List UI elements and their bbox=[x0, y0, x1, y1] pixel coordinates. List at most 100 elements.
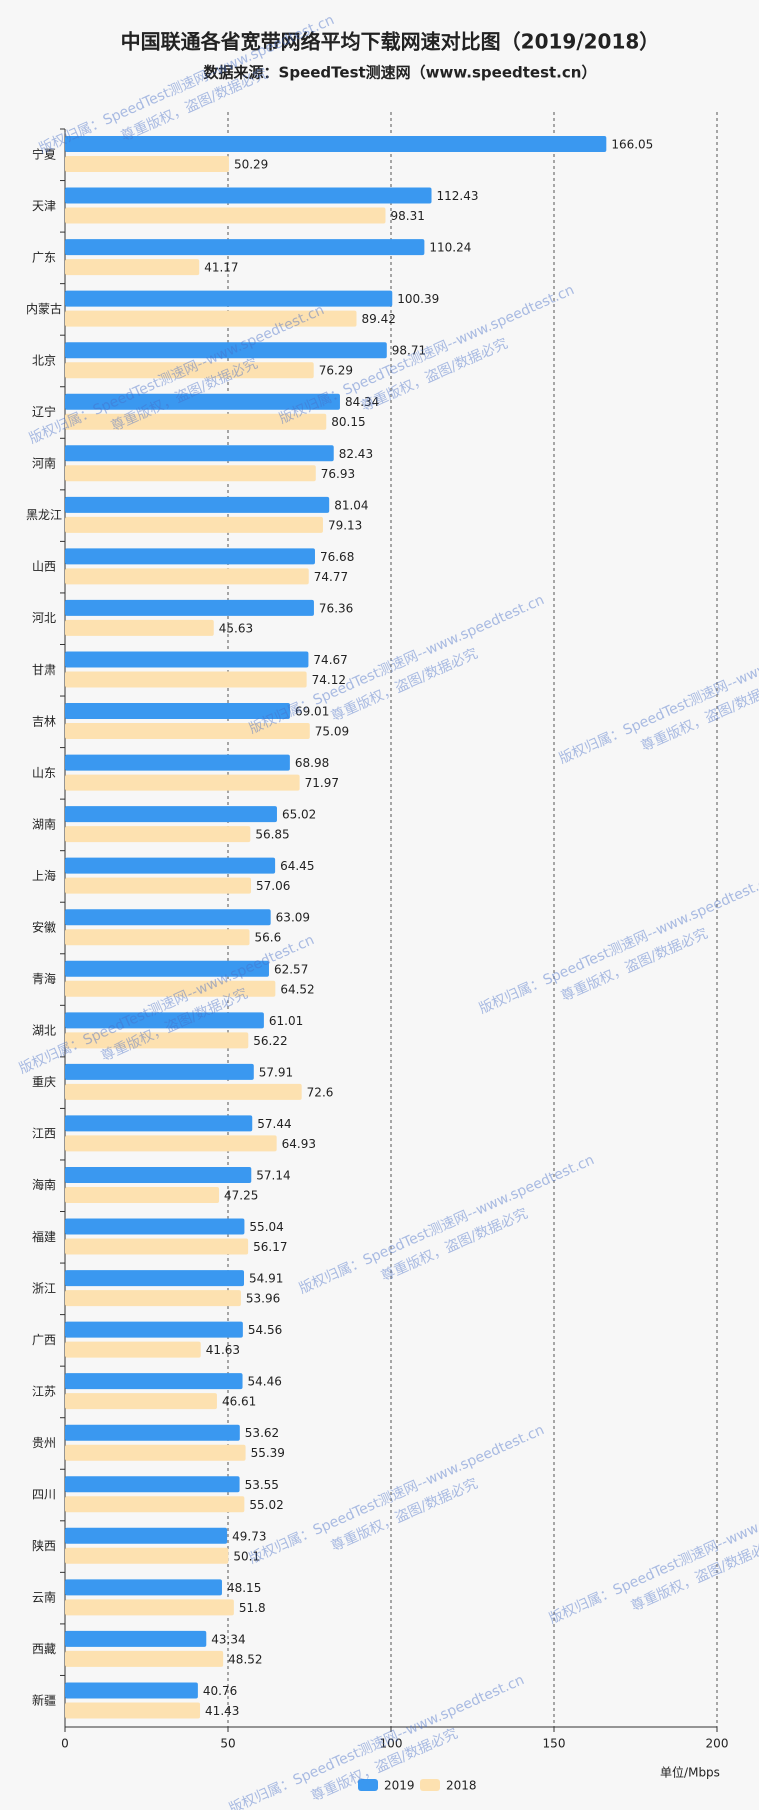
bar bbox=[65, 1032, 249, 1049]
bar bbox=[65, 651, 309, 668]
value-label: 55.02 bbox=[249, 1498, 283, 1512]
value-label: 51.8 bbox=[239, 1601, 266, 1615]
bar bbox=[65, 1373, 243, 1390]
bar bbox=[65, 703, 290, 720]
bar bbox=[65, 362, 314, 379]
bar bbox=[65, 806, 277, 823]
value-label: 65.02 bbox=[282, 808, 316, 822]
y-tick-label: 广东 bbox=[32, 250, 56, 264]
y-tick-label: 福建 bbox=[32, 1229, 56, 1244]
bar bbox=[65, 1186, 220, 1203]
y-tick-label: 宁夏 bbox=[32, 146, 56, 161]
value-label: 82.43 bbox=[339, 447, 373, 461]
bar bbox=[65, 774, 300, 791]
value-label: 64.45 bbox=[280, 859, 314, 873]
value-label: 57.91 bbox=[259, 1065, 293, 1079]
bar bbox=[65, 754, 290, 771]
y-tick-label: 云南 bbox=[32, 1590, 56, 1605]
value-label: 98.71 bbox=[392, 344, 426, 358]
bar bbox=[65, 342, 387, 359]
value-label: 57.06 bbox=[256, 879, 290, 893]
bar bbox=[65, 826, 251, 843]
bar bbox=[65, 1579, 222, 1596]
value-label: 41.43 bbox=[205, 1704, 239, 1718]
y-tick-label: 河南 bbox=[32, 456, 56, 471]
value-label: 84.34 bbox=[345, 395, 379, 409]
value-label: 55.04 bbox=[249, 1220, 283, 1234]
bar bbox=[65, 1496, 245, 1513]
y-tick-label: 西藏 bbox=[32, 1642, 56, 1656]
bar bbox=[65, 960, 269, 977]
y-tick-label: 湖南 bbox=[32, 816, 56, 831]
value-label: 71.97 bbox=[305, 776, 339, 790]
value-label: 53.96 bbox=[246, 1292, 280, 1306]
bar bbox=[65, 1650, 224, 1667]
bar bbox=[65, 413, 327, 430]
value-label: 57.14 bbox=[256, 1168, 290, 1182]
bar bbox=[65, 599, 314, 616]
x-tick-label: 150 bbox=[543, 1737, 566, 1751]
value-label: 48.15 bbox=[227, 1581, 261, 1595]
value-label: 53.55 bbox=[245, 1478, 279, 1492]
bar bbox=[65, 1290, 241, 1307]
value-label: 74.12 bbox=[312, 673, 346, 687]
bar bbox=[65, 496, 330, 513]
value-label: 62.57 bbox=[274, 962, 308, 976]
bar bbox=[65, 259, 200, 276]
bar bbox=[65, 1393, 217, 1410]
value-label: 76.36 bbox=[319, 601, 353, 615]
value-label: 74.77 bbox=[314, 570, 348, 584]
chart-title: 中国联通各省宽带网络平均下载网速对比图（2019/2018） bbox=[121, 30, 660, 54]
bar bbox=[65, 1321, 243, 1338]
value-label: 57.44 bbox=[257, 1117, 291, 1131]
value-label: 56.6 bbox=[255, 931, 282, 945]
y-tick-label: 上海 bbox=[32, 868, 56, 883]
bar bbox=[65, 465, 316, 482]
y-tick-label: 甘肃 bbox=[32, 663, 56, 677]
bar bbox=[65, 877, 252, 894]
bar bbox=[65, 1115, 253, 1132]
bar bbox=[65, 1424, 240, 1441]
bar bbox=[65, 1444, 246, 1461]
value-label: 45.63 bbox=[219, 621, 253, 635]
bar bbox=[65, 207, 386, 224]
y-tick-label: 山西 bbox=[32, 560, 56, 574]
bar bbox=[65, 1527, 228, 1544]
bar bbox=[65, 1547, 229, 1564]
bar bbox=[65, 1599, 234, 1616]
x-tick-label: 0 bbox=[61, 1737, 69, 1751]
value-label: 72.6 bbox=[307, 1085, 334, 1099]
bar bbox=[65, 445, 334, 462]
value-label: 54.56 bbox=[248, 1323, 282, 1337]
value-label: 64.52 bbox=[280, 982, 314, 996]
bar bbox=[65, 671, 307, 688]
bar bbox=[65, 1476, 240, 1493]
y-tick-label: 吉林 bbox=[32, 714, 56, 728]
value-label: 110.24 bbox=[429, 241, 471, 255]
value-label: 50.1 bbox=[233, 1549, 260, 1563]
value-label: 112.43 bbox=[437, 189, 479, 203]
y-tick-label: 山东 bbox=[32, 766, 56, 780]
value-label: 80.15 bbox=[331, 415, 365, 429]
y-tick-label: 黑龙江 bbox=[26, 508, 62, 522]
value-label: 55.39 bbox=[251, 1446, 285, 1460]
bar bbox=[65, 929, 250, 946]
legend-label: 2019 bbox=[384, 1779, 415, 1793]
value-label: 54.91 bbox=[249, 1272, 283, 1286]
y-tick-label: 北京 bbox=[32, 353, 56, 367]
y-tick-label: 青海 bbox=[32, 971, 56, 986]
y-tick-label: 湖北 bbox=[32, 1023, 56, 1038]
value-label: 47.25 bbox=[224, 1188, 258, 1202]
value-label: 81.04 bbox=[334, 498, 368, 512]
value-label: 56.85 bbox=[255, 828, 289, 842]
x-tick-label: 100 bbox=[380, 1737, 403, 1751]
bar bbox=[65, 239, 425, 256]
value-label: 63.09 bbox=[276, 911, 310, 925]
legend-swatch bbox=[358, 1779, 378, 1791]
bar bbox=[65, 1012, 264, 1029]
bar bbox=[65, 723, 310, 740]
bar bbox=[65, 310, 357, 327]
value-label: 76.93 bbox=[321, 467, 355, 481]
bar bbox=[65, 548, 315, 565]
